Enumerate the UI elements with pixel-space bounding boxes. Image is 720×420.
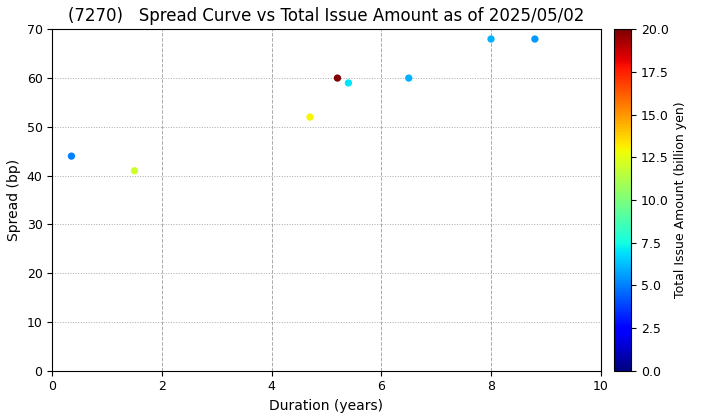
Point — [129, 168, 140, 174]
Point — [343, 79, 354, 86]
Point — [403, 75, 415, 81]
Y-axis label: Total Issue Amount (billion yen): Total Issue Amount (billion yen) — [674, 102, 687, 298]
Y-axis label: Spread (bp): Spread (bp) — [7, 159, 21, 241]
Point — [305, 114, 316, 121]
Point — [529, 36, 541, 42]
Point — [485, 36, 497, 42]
Point — [66, 153, 77, 160]
Point — [332, 75, 343, 81]
Title: (7270)   Spread Curve vs Total Issue Amount as of 2025/05/02: (7270) Spread Curve vs Total Issue Amoun… — [68, 7, 585, 25]
X-axis label: Duration (years): Duration (years) — [269, 399, 384, 413]
